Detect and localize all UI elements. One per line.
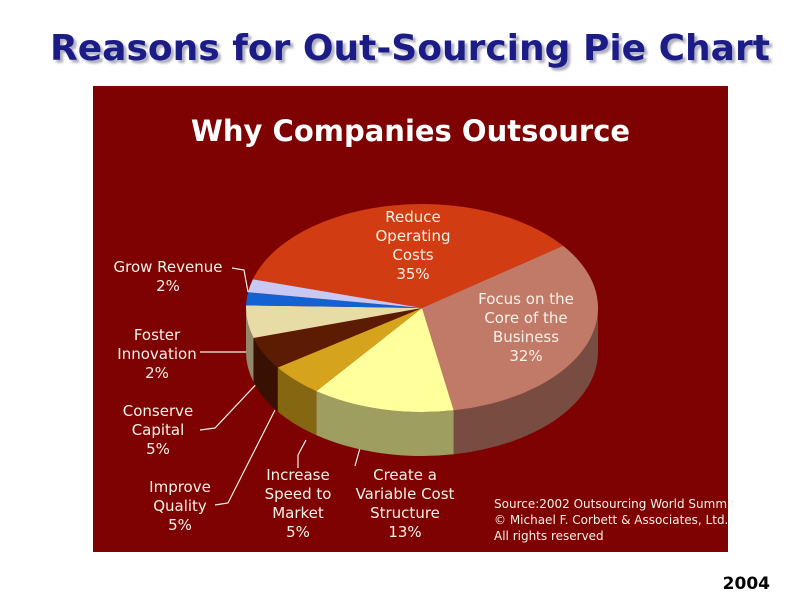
pie-slice [246,305,422,338]
pie-side [316,391,454,456]
pie-slice [277,308,422,392]
category-label: Reduce Operating Costs [375,208,451,264]
slice-label: Reduce Operating Costs 35% [367,208,459,284]
category-label: Focus on the Core of the Business [478,290,574,346]
pie-side [253,337,278,412]
pie-side [246,308,254,382]
category-label: Create a Variable Cost Structure [355,466,455,522]
pie-slice [252,203,564,308]
pie-side [277,367,317,436]
value-label: 5% [286,523,310,541]
slice-label: Focus on the Core of the Business 32% [470,290,582,366]
slice-label: Create a Variable Cost Structure 13% [353,466,457,542]
slice-label: Conserve Capital 5% [116,402,200,459]
value-label: 13% [388,523,422,541]
pie-side [453,308,599,455]
value-label: 5% [168,516,192,534]
category-label: Grow Revenue [113,258,223,276]
slice-label: Foster Innovation 2% [112,326,202,383]
pie-slice [246,292,422,308]
pie-slice [316,308,454,412]
category-label: Conserve Capital [122,402,194,439]
pie-slice [422,245,598,411]
source-note: © Michael F. Corbett & Associates, Ltd., [494,513,733,527]
slice-label: Increase Speed to Market 5% [256,466,340,542]
value-label: 2% [145,364,169,382]
year: 2004 [722,574,770,594]
chart-title: Why Companies Outsource [190,114,631,148]
source-note: Source:2002 Outsourcing World Summit [494,497,736,511]
pie-slice [253,308,422,368]
leader-lines [199,267,361,506]
value-label: 32% [509,347,543,365]
slice-label: Grow Revenue 2% [102,258,234,296]
slide-title: Reasons for Out-Sourcing Pie Chart [50,28,770,69]
value-label: 5% [146,440,170,458]
pie-slice [248,279,422,308]
category-label: Foster Innovation [117,326,197,363]
value-label: 2% [156,277,180,295]
value-label: 35% [396,265,430,283]
category-label: Improve Quality [149,478,211,515]
slice-label: Improve Quality 5% [143,478,217,535]
source-note: All rights reserved [494,529,604,543]
category-label: Increase Speed to Market [264,466,332,522]
